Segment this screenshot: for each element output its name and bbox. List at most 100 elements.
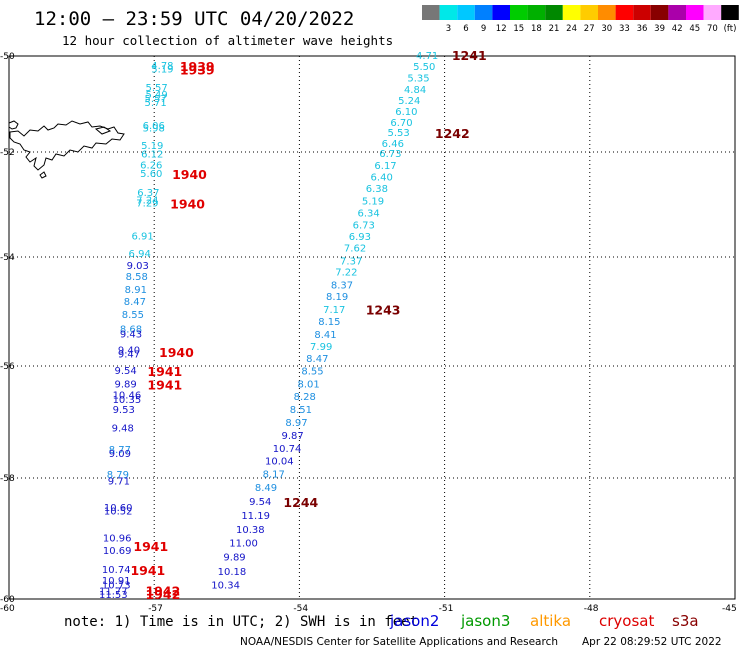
- wave-height-label: 6.37: [137, 188, 159, 199]
- time-label: 1940: [170, 196, 205, 211]
- wave-height-label: 5.71: [145, 98, 167, 109]
- legend-swatch: [686, 5, 704, 20]
- legend-swatch: [580, 5, 598, 20]
- legend-swatch-label: 30: [601, 24, 612, 34]
- wave-height-label: 11.00: [229, 539, 258, 550]
- legend-swatch-label: 39: [654, 24, 665, 34]
- time-label: 1241: [452, 48, 487, 63]
- mission-name: altika: [530, 612, 571, 630]
- wave-height-label: 6.73: [379, 149, 401, 160]
- wave-height-label: 10.18: [218, 567, 247, 578]
- wave-height-label: 9.54: [115, 366, 137, 377]
- wave-height-label: 6.94: [129, 249, 151, 260]
- wave-height-label: 6.93: [349, 232, 371, 243]
- legend-swatch-label: 24: [566, 24, 577, 34]
- wave-height-label: 9.43: [120, 329, 142, 340]
- generated-timestamp: Apr 22 08:29:52 UTC 2022: [582, 636, 722, 648]
- wave-height-label: 6.06: [143, 121, 165, 132]
- wave-height-label: 6.38: [366, 184, 388, 195]
- legend-swatch: [650, 5, 669, 20]
- wave-height-label: 5.57: [145, 83, 167, 94]
- wave-height-label: 5.49: [145, 90, 167, 101]
- wave-height-label: 10.74: [273, 444, 302, 455]
- wave-height-label: 9.89: [115, 379, 137, 390]
- wave-height-label: 7.37: [340, 256, 362, 267]
- wave-height-label: 8.47: [124, 297, 146, 308]
- wave-height-label: 5.57: [145, 94, 167, 105]
- legend-swatch: [439, 5, 458, 20]
- wave-height-label: 7.17: [323, 305, 345, 316]
- mission-name: jason3: [460, 612, 510, 630]
- wave-height-label: 9.54: [249, 497, 271, 508]
- legend-swatch: [510, 5, 528, 20]
- wave-height-label: 9.89: [223, 553, 245, 564]
- legend-swatch: [703, 5, 722, 20]
- lat-label: -60: [0, 595, 15, 605]
- graticule: [9, 56, 735, 599]
- wave-height-label: 5.53: [387, 128, 409, 139]
- wave-height-label: 7.29: [136, 198, 158, 209]
- wave-height-label: 4.71: [416, 51, 438, 62]
- legend-swatch-label: 33: [619, 24, 630, 34]
- satellite-tracks: 4.785.195.575.495.575.716.065.985.196.12…: [99, 48, 487, 602]
- track-east: 4.715.505.354.845.246.106.705.536.466.73…: [211, 48, 486, 591]
- legend-swatch: [615, 5, 634, 20]
- wave-height-label: 6.26: [140, 161, 162, 172]
- legend-swatch: [474, 5, 493, 20]
- legend-swatch: [721, 5, 739, 20]
- map-frame: [8, 55, 736, 600]
- legend-swatch: [492, 5, 510, 20]
- wave-height-label: 6.34: [357, 208, 379, 219]
- wave-height-label: 9.40: [118, 346, 140, 357]
- wave-height-label: 6.91: [131, 231, 153, 242]
- wave-height-label: 8.15: [318, 317, 340, 328]
- wave-height-label: 10.38: [236, 525, 265, 536]
- map-subtitle: 12 hour collection of altimeter wave hei…: [62, 33, 393, 48]
- time-label: 1942: [145, 587, 180, 602]
- wave-height-label: 9.48: [112, 424, 134, 435]
- time-label: 1244: [283, 495, 318, 510]
- legend-swatch-label: (ft): [724, 24, 737, 34]
- wave-height-label: 8.55: [301, 366, 323, 377]
- lat-label: -50: [0, 52, 15, 62]
- wave-height-label: 8.17: [263, 470, 285, 481]
- mission-name: jason2: [389, 612, 439, 630]
- wave-height-label: 10.52: [104, 507, 133, 518]
- time-label: 1941: [130, 563, 165, 578]
- wave-height-label: 5.19: [362, 196, 384, 207]
- longitude-labels: -60 -57 -54 -51 -48 -45: [0, 604, 737, 614]
- legend-swatch-label: 36: [637, 24, 648, 34]
- wave-height-label: 10.04: [265, 457, 294, 468]
- wave-height-label: 10.69: [103, 546, 132, 557]
- legend-swatch: [527, 5, 546, 20]
- wave-height-label: 9.71: [108, 476, 130, 487]
- wave-height-label: 5.35: [407, 74, 429, 85]
- wave-height-label: 9.53: [113, 405, 135, 416]
- wave-height-label: 10.35: [113, 395, 142, 406]
- legend-swatch-label: 70: [707, 24, 718, 34]
- wave-height-label: 6.12: [141, 150, 163, 161]
- legend-swatch-label: 45: [689, 24, 700, 34]
- wave-height-label: 10.91: [102, 576, 131, 587]
- wave-height-label: 9.03: [127, 261, 149, 272]
- legend-swatch-label: 9: [481, 24, 486, 34]
- wave-height-label: 10.34: [211, 580, 240, 591]
- wave-height-label: 11.19: [241, 511, 270, 522]
- legend-swatch: [668, 5, 686, 20]
- wave-height-label: 5.19: [141, 141, 163, 152]
- wave-height-label: 10.60: [104, 503, 133, 514]
- wave-height-label: 8.79: [107, 470, 129, 481]
- legend-swatch: [545, 5, 563, 20]
- wave-height-label: 8.19: [326, 292, 348, 303]
- wave-height-label: 8.77: [109, 445, 131, 456]
- lon-label: -60: [0, 604, 15, 614]
- falkland-islands-land: [8, 120, 125, 179]
- legend-swatch: [457, 5, 475, 20]
- time-label: 1942: [145, 584, 180, 599]
- wave-height-label: 6.17: [374, 161, 396, 172]
- wave-height-label: 8.58: [126, 272, 148, 283]
- wave-height-label: 8.49: [255, 483, 277, 494]
- time-label: 1941: [133, 539, 168, 554]
- wave-height-label: 6.70: [390, 118, 412, 129]
- wave-height-label: 7.24: [136, 195, 158, 206]
